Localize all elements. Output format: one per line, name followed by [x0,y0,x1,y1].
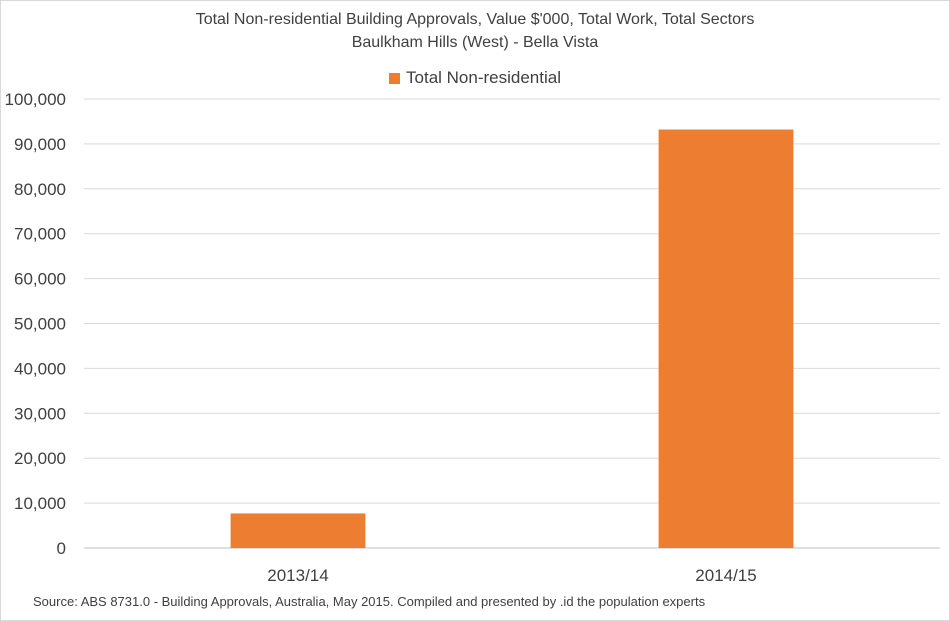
chart-legend: Total Non-residential [0,68,950,88]
bar [658,129,794,549]
y-tick-label: 10,000 [14,494,66,513]
y-tick-label: 70,000 [14,225,66,244]
y-tick-label: 30,000 [14,404,66,423]
y-tick-label: 50,000 [14,315,66,334]
y-tick-label: 20,000 [14,449,66,468]
bar [230,513,366,548]
y-tick-label: 60,000 [14,270,66,289]
legend-swatch [389,72,401,84]
y-tick-label: 80,000 [14,180,66,199]
x-tick-label: 2014/15 [695,566,756,585]
x-tick-label: 2013/14 [267,566,328,585]
y-tick-label: 100,000 [5,90,66,109]
legend-label: Total Non-residential [406,68,561,87]
source-note: Source: ABS 8731.0 - Building Approvals,… [33,594,706,609]
y-tick-label: 90,000 [14,135,66,154]
chart-subtitle: Baulkham Hills (West) - Bella Vista [351,34,599,51]
chart-title: Total Non-residential Building Approvals… [195,11,755,28]
y-tick-label: 40,000 [14,359,66,378]
y-tick-label: 0 [57,539,66,558]
